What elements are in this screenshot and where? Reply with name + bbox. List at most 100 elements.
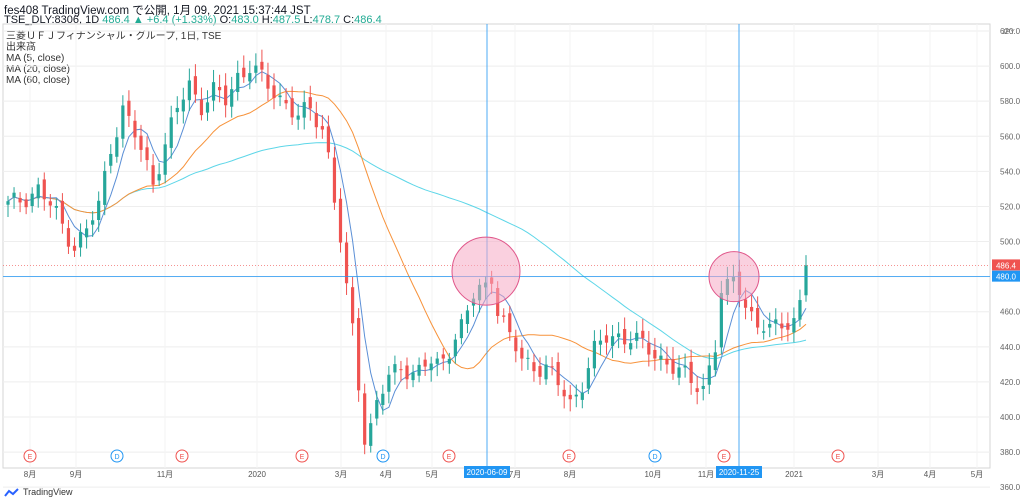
candle-body	[314, 113, 318, 128]
candle-body	[574, 394, 578, 397]
earnings-marker[interactable]: E	[23, 449, 37, 463]
candle-body	[296, 115, 300, 120]
y-tick-label: 520.0	[1000, 202, 1021, 211]
candle-body	[405, 365, 409, 380]
dividend-marker[interactable]: D	[110, 449, 124, 463]
candle-body	[804, 265, 808, 296]
candle-body	[308, 97, 312, 109]
dividend-marker[interactable]: D	[376, 449, 390, 463]
svg-text:E: E	[180, 454, 185, 461]
candle-body	[780, 323, 784, 329]
y-tick-label: 620.0	[1000, 27, 1021, 36]
candle-body	[332, 157, 337, 203]
candle-body	[278, 95, 282, 98]
y-tick-label: 580.0	[1000, 97, 1021, 106]
candle-body	[230, 89, 234, 107]
earnings-marker[interactable]: E	[175, 449, 189, 463]
candle-body	[465, 310, 470, 324]
x-tick-label: 11月	[157, 470, 173, 479]
svg-text:E: E	[300, 454, 305, 461]
candle-body	[217, 87, 222, 91]
svg-text:D: D	[114, 454, 119, 461]
candle-body	[550, 366, 554, 368]
candle-body	[623, 328, 627, 345]
x-tick-label: 2021	[785, 470, 803, 479]
tradingview-logo-icon	[4, 487, 19, 497]
candle-body	[562, 389, 566, 397]
candle-body	[441, 354, 445, 359]
candle-body	[677, 367, 681, 378]
high-label: H:	[261, 14, 273, 26]
close-label: C:	[343, 14, 355, 26]
x-tick-label: 4月	[924, 470, 936, 479]
candle-body	[205, 102, 210, 113]
candle-body	[556, 362, 560, 386]
ohlc-header: TSE_DLY:8306, 1D 486.4 ▲ +6.4 (+1.33%) O…	[4, 14, 382, 26]
candle-body	[357, 318, 361, 391]
candle-body	[411, 372, 415, 381]
x-tick-label: 2020	[248, 470, 266, 479]
earnings-marker[interactable]: E	[562, 449, 576, 463]
candle-body	[671, 359, 675, 374]
earnings-marker[interactable]: E	[717, 449, 731, 463]
candle-body	[665, 358, 669, 365]
earnings-marker[interactable]: E	[295, 449, 309, 463]
candle-body	[211, 82, 216, 101]
candle-body	[163, 144, 167, 175]
candle-body	[248, 73, 252, 82]
candle-body	[187, 80, 191, 101]
candle-body	[115, 137, 119, 157]
footer-brand: TradingView	[23, 487, 73, 497]
candle-body	[320, 126, 324, 130]
dividend-marker[interactable]: D	[648, 449, 662, 463]
price-change: +6.4 (+1.33%)	[146, 14, 217, 26]
candle-body	[629, 343, 633, 350]
candle-body	[586, 368, 590, 389]
candle-body	[36, 184, 40, 199]
candle-body	[683, 365, 687, 368]
candle-body	[193, 76, 198, 95]
date-tag-bg	[464, 466, 510, 478]
earnings-marker[interactable]: E	[831, 449, 845, 463]
y-tick-label: 500.0	[1000, 238, 1021, 247]
candle-body	[453, 339, 457, 357]
svg-text:E: E	[567, 454, 572, 461]
candle-body	[762, 331, 766, 333]
legend-title: 三菱ＵＦＪフィナンシャル・グループ, 1日, TSE	[6, 31, 222, 42]
chart-legend: 三菱ＵＦＪフィナンシャル・グループ, 1日, TSE 出来高 MA (5, cl…	[6, 31, 221, 86]
candle-body	[72, 245, 77, 251]
candle-body	[653, 349, 657, 359]
change-arrow-icon: ▲	[132, 14, 144, 26]
x-tick-label: 5月	[426, 470, 438, 479]
chart-publish-info: fes408 TradingView.com で公開, 1月 09, 2021 …	[4, 5, 311, 17]
date-tag-2020-11-25: 2020-11-25	[719, 468, 760, 477]
svg-text:E: E	[28, 454, 33, 461]
highlight-circle-2020-11-25	[708, 251, 760, 303]
candle-body	[290, 98, 294, 118]
candle-body	[338, 198, 343, 243]
candle-body	[121, 105, 125, 139]
candle-body	[350, 287, 355, 324]
candle-body	[169, 117, 173, 148]
symbol-label: TSE_DLY:8306, 1D	[4, 14, 100, 26]
candle-body	[326, 126, 331, 153]
last-price-tag-bg	[992, 259, 1020, 271]
candle-body	[175, 107, 179, 113]
candle-body	[393, 364, 397, 373]
y-tick-label: 400.0	[1000, 413, 1021, 422]
candle-body	[610, 336, 615, 346]
x-tick-label: 9月	[70, 470, 82, 479]
earnings-marker[interactable]: E	[442, 449, 456, 463]
y-tick-label: 440.0	[1000, 343, 1021, 352]
candle-body	[568, 394, 572, 400]
legend-ma20: MA (20, close)	[6, 64, 70, 75]
candle-body	[604, 335, 609, 343]
candle-body	[97, 200, 101, 220]
candle-body	[768, 323, 772, 328]
footer: TradingView	[4, 487, 73, 497]
candle-body	[798, 300, 802, 320]
candle-body	[224, 85, 228, 106]
x-tick-label: 3月	[872, 470, 884, 479]
candle-body	[24, 199, 28, 208]
